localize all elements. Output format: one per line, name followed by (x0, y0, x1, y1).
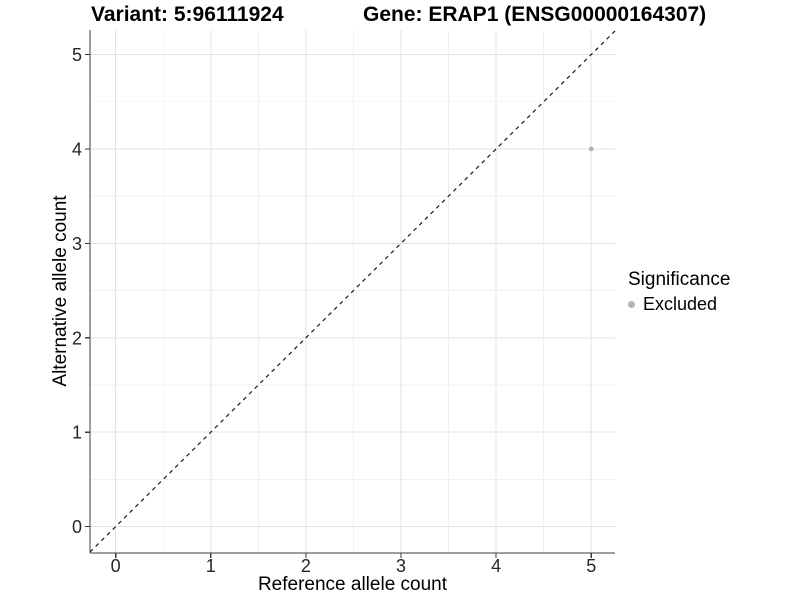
legend-item-label: Excluded (643, 294, 718, 314)
identity-line (89, 30, 616, 553)
y-tick-label: 2 (72, 328, 82, 348)
x-tick-label: 3 (396, 556, 406, 576)
x-tick-label: 5 (586, 556, 596, 576)
y-tick-label: 1 (72, 423, 82, 443)
y-tick-label: 0 (72, 517, 82, 537)
x-tick-label: 4 (491, 556, 501, 576)
legend-item-excluded: Excluded (628, 293, 730, 315)
y-tick-label: 3 (72, 234, 82, 254)
x-axis-title: Reference allele count (257, 574, 448, 595)
y-tick-label: 4 (72, 139, 82, 159)
legend-point-icon (628, 300, 635, 308)
x-tick-label: 2 (301, 556, 311, 576)
y-tick-label: 5 (72, 45, 82, 65)
x-tick-label: 0 (111, 556, 121, 576)
legend-title: Significance (628, 269, 731, 290)
plot-title-variant: Variant: 5:96111924 (91, 3, 284, 26)
x-tick-label: 1 (206, 556, 216, 576)
legend: Significance Excluded (628, 268, 730, 315)
y-axis-title: Alternative allele count (50, 195, 71, 387)
data-point (588, 146, 594, 152)
plot-title-gene: Gene: ERAP1 (ENSG00000164307) (363, 3, 707, 26)
